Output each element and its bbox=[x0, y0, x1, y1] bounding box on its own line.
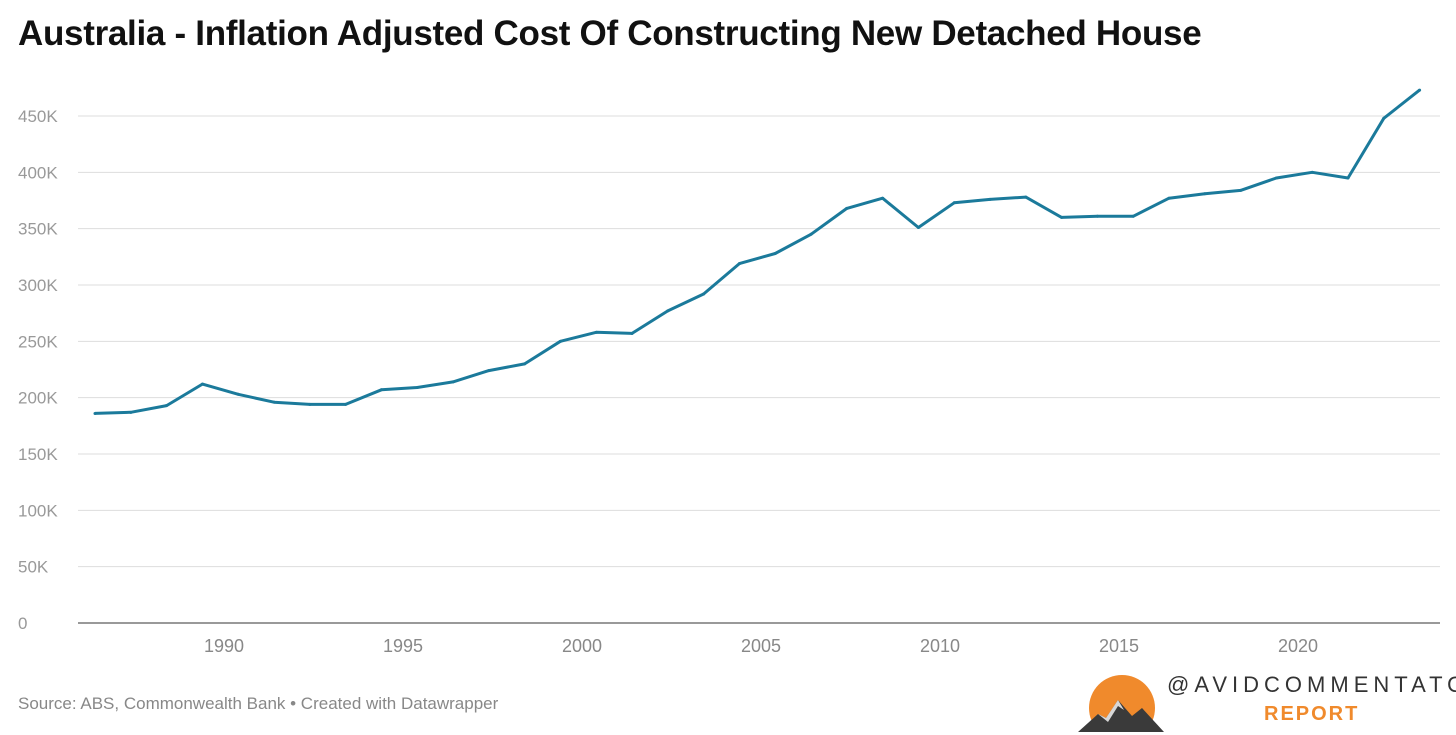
logo-handle: @AVIDCOMMENTATOR bbox=[1167, 672, 1456, 697]
x-tick-label: 2015 bbox=[1099, 636, 1139, 656]
data-point bbox=[1095, 214, 1099, 218]
data-point bbox=[415, 386, 419, 390]
data-point bbox=[308, 402, 312, 406]
data-point bbox=[1418, 88, 1422, 92]
data-point bbox=[773, 251, 777, 255]
data-point bbox=[1382, 116, 1386, 120]
data-point bbox=[558, 339, 562, 343]
data-point bbox=[272, 400, 276, 404]
data-point bbox=[523, 362, 527, 366]
data-point bbox=[1024, 195, 1028, 199]
y-tick-label: 0 bbox=[18, 614, 27, 633]
x-tick-label: 2005 bbox=[741, 636, 781, 656]
y-tick-label: 350K bbox=[18, 220, 58, 239]
data-point bbox=[737, 262, 741, 266]
x-tick-label: 2000 bbox=[562, 636, 602, 656]
data-point bbox=[236, 392, 240, 396]
x-tick-label: 1995 bbox=[383, 636, 423, 656]
data-point bbox=[916, 226, 920, 230]
data-point bbox=[487, 369, 491, 373]
data-point bbox=[200, 382, 204, 386]
data-point bbox=[379, 388, 383, 392]
chart-title: Australia - Inflation Adjusted Cost Of C… bbox=[18, 14, 1202, 53]
data-point bbox=[129, 410, 133, 414]
data-point bbox=[666, 309, 670, 313]
y-tick-label: 100K bbox=[18, 501, 58, 520]
data-point bbox=[93, 411, 97, 415]
data-point bbox=[1239, 188, 1243, 192]
y-tick-label: 400K bbox=[18, 163, 58, 182]
series-line bbox=[94, 88, 1421, 415]
data-point bbox=[630, 331, 634, 335]
data-point bbox=[165, 404, 169, 408]
data-point bbox=[1346, 176, 1350, 180]
data-point bbox=[1310, 170, 1314, 174]
data-point bbox=[451, 380, 455, 384]
x-tick-label: 2020 bbox=[1278, 636, 1318, 656]
data-point bbox=[952, 201, 956, 205]
data-point bbox=[988, 197, 992, 201]
y-tick-label: 50K bbox=[18, 558, 49, 577]
data-point bbox=[702, 292, 706, 296]
data-point bbox=[1274, 176, 1278, 180]
logo-report: REPORT bbox=[1264, 703, 1360, 725]
data-point bbox=[845, 206, 849, 210]
y-tick-label: 150K bbox=[18, 445, 58, 464]
y-tick-label: 200K bbox=[18, 389, 58, 408]
data-point bbox=[344, 402, 348, 406]
data-point bbox=[1131, 214, 1135, 218]
data-point bbox=[594, 330, 598, 334]
mountain-sun-logo-icon bbox=[1076, 675, 1176, 732]
y-tick-label: 300K bbox=[18, 276, 58, 295]
source-note: Source: ABS, Commonwealth Bank • Created… bbox=[18, 694, 499, 713]
data-point bbox=[1203, 192, 1207, 196]
data-point bbox=[881, 196, 885, 200]
y-tick-label: 250K bbox=[18, 332, 58, 351]
data-point bbox=[1060, 215, 1064, 219]
x-tick-label: 2010 bbox=[920, 636, 960, 656]
data-point bbox=[809, 232, 813, 236]
y-tick-label: 450K bbox=[18, 107, 58, 126]
x-tick-label: 1990 bbox=[204, 636, 244, 656]
data-point bbox=[1167, 196, 1171, 200]
